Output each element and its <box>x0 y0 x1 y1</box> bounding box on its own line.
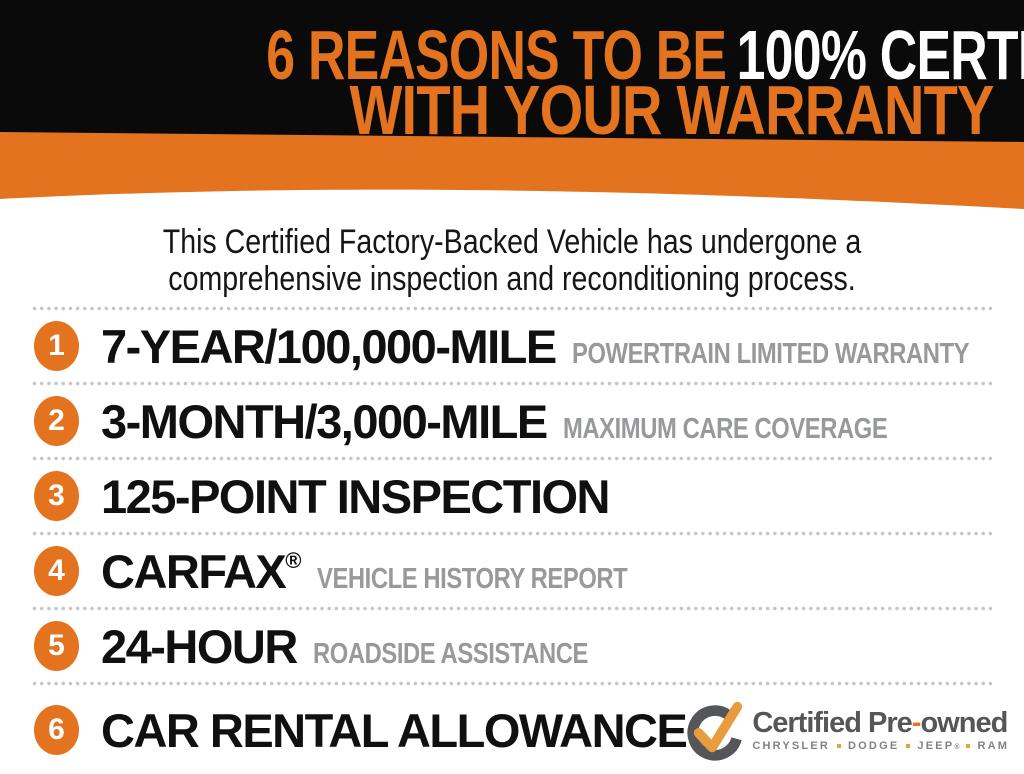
numbered-badge: 1 <box>34 321 79 371</box>
reason-title: 125-POINT INSPECTION <box>101 469 611 523</box>
certified-check-c-icon <box>687 701 743 761</box>
reason-title: CARFAX <box>101 544 287 598</box>
reason-text: 24-HOUR ROADSIDE ASSISTANCE <box>101 619 648 674</box>
reasons-list: 1 7-YEAR/100,000-MILE POWERTRAIN LIMITED… <box>32 306 1008 774</box>
dotted-divider <box>32 306 992 311</box>
dotted-divider <box>32 681 992 686</box>
brand-separator-icon <box>966 744 971 748</box>
intro-line2: comprehensive inspection and recondition… <box>168 260 856 298</box>
reason-text: 125-POINT INSPECTION <box>101 469 611 524</box>
brand-dodge: DODGE <box>848 740 900 752</box>
brand-separator-icon <box>906 744 911 748</box>
brand-ram: RAM <box>977 740 1010 752</box>
badge-number: 5 <box>48 629 65 662</box>
badge-number: 1 <box>48 329 65 362</box>
logo-title-pre: Certified Pre <box>752 707 912 739</box>
badge-number: 6 <box>48 713 65 746</box>
intro-line1: This Certified Factory-Backed Vehicle ha… <box>162 223 862 261</box>
page-title-line1-white: 100% CERTIFIED <box>736 16 1024 94</box>
logo-title: Certified Pre-owned <box>752 708 1009 738</box>
reason-row-6: 6 CAR RENTAL ALLOWANCE Certified Pre-own… <box>32 686 1008 774</box>
numbered-badge: 4 <box>34 546 79 596</box>
dotted-divider <box>32 606 992 611</box>
reason-row-3: 3 125-POINT INSPECTION <box>32 461 992 531</box>
reason-subtitle: VEHICLE HISTORY REPORT <box>317 562 628 595</box>
logo-title-post: owned <box>920 707 1008 739</box>
brand-separator-icon <box>837 744 842 748</box>
numbered-badge: 6 <box>34 705 79 755</box>
reason-subtitle: MAXIMUM CARE COVERAGE <box>562 412 888 445</box>
reason-subtitle: POWERTRAIN LIMITED WARRANTY <box>571 337 970 370</box>
numbered-badge: 5 <box>34 621 79 671</box>
brand-jeep-registered-mark: ® <box>954 744 960 751</box>
registered-mark: ® <box>285 547 302 573</box>
brand-jeep-name: JEEP <box>917 740 955 752</box>
badge-number: 4 <box>48 554 65 587</box>
brand-jeep: JEEP® <box>917 740 959 752</box>
white-dome-curve <box>0 189 1024 216</box>
reason-row-1: 1 7-YEAR/100,000-MILE POWERTRAIN LIMITED… <box>32 311 992 381</box>
reason-title: CAR RENTAL ALLOWANCE <box>101 703 688 757</box>
intro-text: This Certified Factory-Backed Vehicle ha… <box>82 215 942 298</box>
reason-text: 7-YEAR/100,000-MILE POWERTRAIN LIMITED W… <box>101 319 1024 374</box>
reason-title: 24-HOUR <box>101 619 298 673</box>
reason-row-4: 4 CARFAX ® VEHICLE HISTORY REPORT <box>32 536 992 606</box>
numbered-badge: 3 <box>34 471 79 521</box>
certified-preowned-logo: Certified Pre-owned CHRYSLER DODGE JEEP®… <box>686 696 1009 764</box>
reason-subtitle: ROADSIDE ASSISTANCE <box>312 637 588 670</box>
dotted-divider <box>32 531 992 536</box>
reason-text: CARFAX ® VEHICLE HISTORY REPORT <box>101 544 696 599</box>
reason-title: 7-YEAR/100,000-MILE <box>101 319 557 373</box>
reason-row-2: 2 3-MONTH/3,000-MILE MAXIMUM CARE COVERA… <box>32 386 992 456</box>
logo-title-dash: - <box>911 707 922 739</box>
reason-row-5: 5 24-HOUR ROADSIDE ASSISTANCE <box>32 611 992 681</box>
reason-text: CAR RENTAL ALLOWANCE <box>101 703 688 758</box>
logo-text: Certified Pre-owned CHRYSLER DODGE JEEP®… <box>752 708 1009 752</box>
dotted-divider <box>32 456 992 461</box>
badge-number: 2 <box>48 404 65 437</box>
page-title-line2: WITH YOUR WARRANTY <box>349 71 995 149</box>
dotted-divider <box>32 381 992 386</box>
page-title-line1-orange: 6 REASONS TO BE <box>266 16 727 94</box>
reason-title: 3-MONTH/3,000-MILE <box>101 394 548 448</box>
badge-number: 3 <box>48 479 65 512</box>
brand-chrysler: CHRYSLER <box>752 740 831 752</box>
hero-black-panel <box>0 0 1024 142</box>
logo-brands: CHRYSLER DODGE JEEP® RAM <box>752 740 1009 752</box>
numbered-badge: 2 <box>34 396 79 446</box>
reason-text: 3-MONTH/3,000-MILE MAXIMUM CARE COVERAGE <box>101 394 958 449</box>
